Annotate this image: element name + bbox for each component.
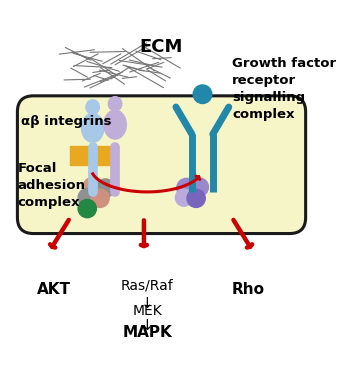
Text: αβ integrins: αβ integrins [21,115,111,128]
Ellipse shape [83,177,102,197]
Text: Focal
adhesion
complex: Focal adhesion complex [18,162,85,209]
FancyBboxPatch shape [18,96,306,233]
Ellipse shape [86,100,99,114]
Ellipse shape [104,110,126,139]
Text: ↓: ↓ [141,296,153,311]
Ellipse shape [193,85,212,104]
Ellipse shape [78,200,96,218]
Ellipse shape [91,189,109,207]
Ellipse shape [190,178,208,196]
Ellipse shape [177,178,196,198]
Text: ECM: ECM [140,38,183,56]
Text: ↓: ↓ [141,318,153,334]
Ellipse shape [81,114,104,142]
Ellipse shape [108,96,122,111]
Ellipse shape [78,188,96,207]
Text: MEK: MEK [132,304,162,318]
Ellipse shape [96,179,115,197]
Text: Ras/Raf: Ras/Raf [121,278,173,292]
Ellipse shape [187,189,205,207]
Text: MAPK: MAPK [122,325,172,340]
Text: Rho: Rho [232,282,265,296]
Text: AKT: AKT [37,282,71,296]
Ellipse shape [176,189,192,206]
Text: Growth factor
receptor
signalling
complex: Growth factor receptor signalling comple… [232,58,336,121]
Bar [70,146,117,165]
